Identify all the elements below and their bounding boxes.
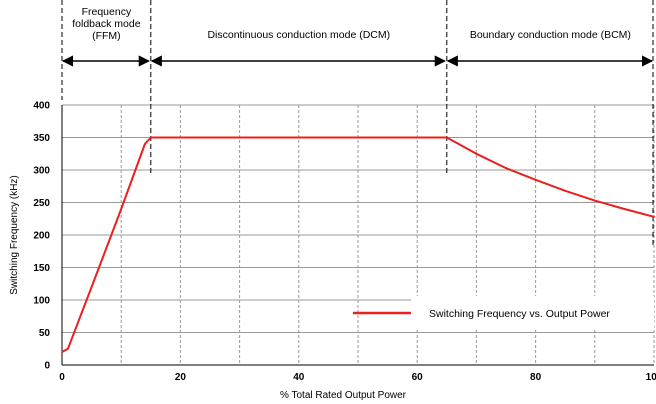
x-tick-label: 60 bbox=[412, 372, 424, 383]
data-point bbox=[416, 136, 419, 139]
data-point bbox=[446, 136, 448, 139]
y-tick-label: 250 bbox=[33, 198, 50, 209]
x-tick-label: 80 bbox=[530, 372, 542, 383]
y-tick-label: 200 bbox=[33, 231, 50, 242]
data-point bbox=[534, 178, 537, 181]
x-tick-label: 0 bbox=[59, 372, 65, 383]
axes: 0 50 100 150 200 250 300 350 400 0 20 40 60 80 100 bbox=[33, 101, 656, 384]
data-point bbox=[357, 136, 359, 139]
series-layer bbox=[61, 136, 655, 353]
legend-label: Switching Frequency vs. Output Power bbox=[429, 308, 610, 320]
data-point bbox=[505, 167, 507, 169]
mode-label: Frequency bbox=[82, 6, 132, 18]
data-point bbox=[144, 143, 146, 145]
x-axis-title: % Total Rated Output Power bbox=[280, 390, 407, 401]
data-point bbox=[67, 347, 69, 350]
data-point bbox=[298, 136, 300, 139]
x-tick-label: 20 bbox=[175, 372, 187, 383]
x-tick-label: 100 bbox=[646, 372, 656, 383]
data-point bbox=[564, 190, 566, 192]
mode-label: (FFM) bbox=[92, 30, 121, 42]
data-point bbox=[61, 351, 63, 353]
data-point bbox=[623, 208, 626, 210]
y-tick-label: 350 bbox=[33, 133, 50, 144]
legend: Switching Frequency vs. Output Power bbox=[353, 296, 654, 330]
data-point bbox=[150, 136, 152, 139]
data-point bbox=[238, 136, 241, 139]
data-point bbox=[179, 136, 182, 139]
y-tick-label: 300 bbox=[33, 166, 50, 177]
data-point bbox=[653, 216, 655, 218]
y-axis-title: Switching Frequency (kHz) bbox=[9, 175, 20, 294]
data-point bbox=[594, 199, 596, 202]
data-point bbox=[475, 152, 478, 155]
y-tick-label: 100 bbox=[33, 296, 50, 307]
data-point bbox=[90, 286, 93, 288]
mode-label: Boundary conduction mode (BCM) bbox=[470, 29, 631, 41]
y-tick-label: 0 bbox=[44, 361, 50, 372]
y-tick-label: 400 bbox=[33, 101, 50, 112]
mode-label: foldback mode bbox=[72, 18, 140, 30]
y-tick-label: 150 bbox=[33, 263, 50, 274]
legend-box bbox=[411, 296, 654, 330]
data-point bbox=[120, 208, 122, 210]
mode-label: Discontinuous conduction mode (DCM) bbox=[207, 29, 390, 41]
y-tick-label: 50 bbox=[39, 328, 51, 339]
x-tick-label: 40 bbox=[293, 372, 305, 383]
